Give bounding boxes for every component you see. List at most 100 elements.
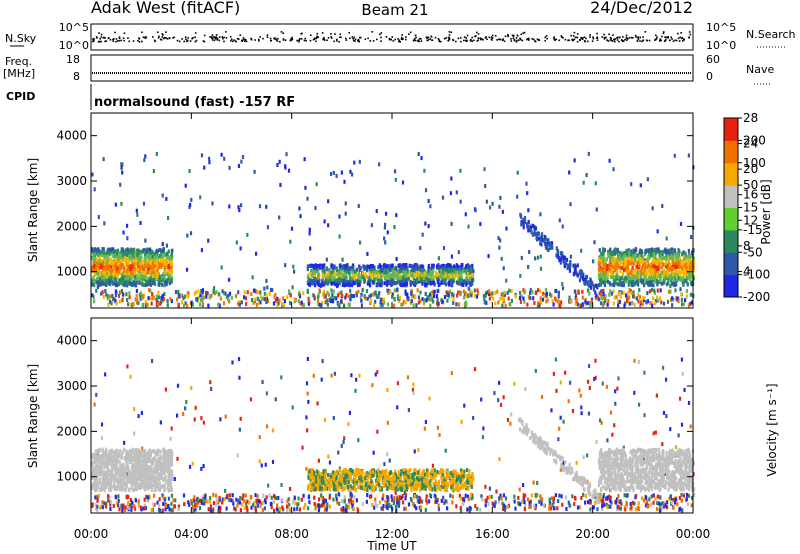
echo-cell <box>679 258 682 263</box>
echo-cell <box>278 298 281 303</box>
echo-cell <box>661 203 664 208</box>
nsky-point <box>336 38 338 41</box>
echo-cell <box>597 273 601 278</box>
echo-cell <box>652 252 656 257</box>
echo-cell <box>317 271 320 276</box>
echo-cell <box>253 501 256 506</box>
echo-cell <box>602 251 606 256</box>
echo-cell <box>123 283 126 288</box>
echo-cell <box>379 282 382 287</box>
echo-cell <box>687 261 690 266</box>
echo-cell <box>300 300 303 305</box>
echo-cell <box>347 302 350 307</box>
echo-cell <box>471 493 474 498</box>
nsky-point <box>583 36 586 39</box>
echo-cell <box>140 255 143 260</box>
nsky-point <box>354 40 356 42</box>
echo-cell <box>612 261 616 266</box>
echo-cell <box>97 262 100 267</box>
echo-cell <box>627 248 630 253</box>
echo-cell <box>582 278 586 283</box>
echo-cell <box>270 505 273 510</box>
echo-cell <box>653 264 657 269</box>
echo-cell <box>594 290 597 295</box>
echo-cell <box>96 271 99 276</box>
echo-cell <box>347 266 350 271</box>
nsky-point <box>507 34 509 36</box>
echo-cell <box>400 302 403 307</box>
echo-cell <box>450 292 454 297</box>
echo-cell <box>524 503 527 508</box>
echo-cell <box>338 501 341 506</box>
nsky-point <box>426 37 428 39</box>
echo-cell <box>340 299 343 304</box>
nsky-point <box>466 39 468 42</box>
nsky-point <box>465 40 468 43</box>
echo-cell <box>282 296 285 301</box>
echo-cell <box>539 254 542 259</box>
echo-cell <box>558 255 561 260</box>
echo-cell <box>341 283 344 288</box>
echo-cell <box>241 496 244 501</box>
echo-cell <box>321 274 324 279</box>
echo-cell <box>496 289 499 294</box>
echo-cell <box>419 267 422 272</box>
echo-cell <box>342 506 345 511</box>
nsky-point <box>109 38 112 41</box>
echo-cell <box>667 267 670 272</box>
echo-cell <box>596 283 599 288</box>
echo-cell <box>206 291 209 296</box>
nsky-point <box>379 33 381 36</box>
echo-cell <box>428 278 431 283</box>
echo-cell <box>636 260 640 265</box>
nsky-point <box>336 39 338 42</box>
echo-cell <box>420 277 423 282</box>
echo-cell <box>374 273 377 278</box>
echo-cell <box>459 274 462 279</box>
echo-cell <box>338 234 341 239</box>
echo-cell <box>518 296 522 301</box>
echo-cell <box>663 256 666 261</box>
echo-cell <box>391 278 394 283</box>
echo-cell <box>640 266 644 271</box>
echo-cell <box>150 261 153 266</box>
echo-cell <box>683 264 686 269</box>
echo-cell <box>199 293 202 298</box>
echo-cell <box>685 289 689 294</box>
echo-cell <box>265 204 268 209</box>
nsky-point <box>236 37 239 40</box>
echo-cell <box>109 277 112 282</box>
nsky-point <box>301 32 303 35</box>
echo-cell <box>126 260 129 265</box>
echo-cell <box>167 249 170 254</box>
echo-cell <box>345 279 349 284</box>
echo-cell <box>263 291 266 296</box>
echo-cell <box>182 493 186 498</box>
nsky-point <box>244 38 246 41</box>
echo-cell <box>118 299 121 304</box>
echo-cell <box>601 255 604 260</box>
echo-cell <box>609 247 612 252</box>
echo-cell <box>620 252 623 257</box>
nsky-point <box>186 40 188 43</box>
range-tick-label: 4000 <box>56 129 87 143</box>
echo-cell <box>608 263 611 268</box>
echo-cell <box>147 248 150 253</box>
echo-cell <box>620 501 623 506</box>
echo-cell <box>393 269 396 274</box>
echo-cell <box>364 296 367 301</box>
echo-cell <box>96 280 99 285</box>
echo-cell <box>390 263 393 268</box>
echo-cell <box>338 214 341 219</box>
echo-cell <box>315 264 318 269</box>
echo-cell <box>652 296 655 301</box>
echo-cell <box>244 493 247 498</box>
echo-cell <box>683 278 686 283</box>
nsky-point <box>104 37 106 39</box>
nsky-point <box>183 40 186 43</box>
nsky-point <box>430 36 433 38</box>
echo-cell <box>666 251 669 256</box>
nsky-point <box>115 40 117 43</box>
echo-cell <box>109 258 112 263</box>
echo-cell <box>558 258 561 263</box>
